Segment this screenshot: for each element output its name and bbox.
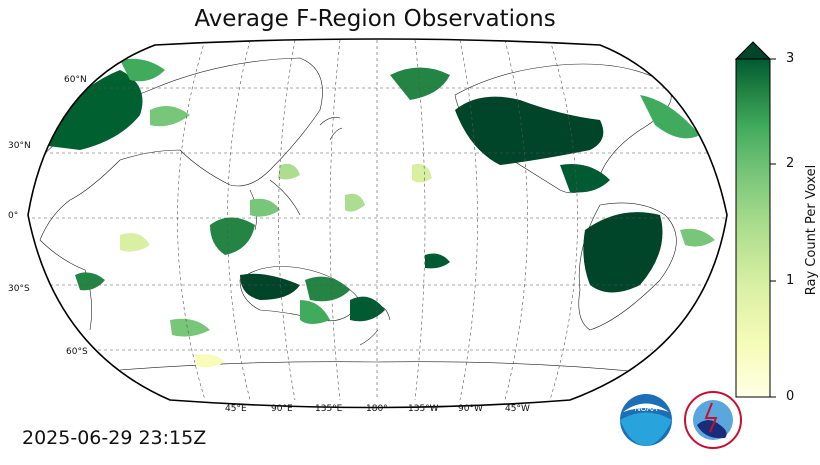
lon-label-45w: 45°W [505, 404, 530, 414]
map-title: Average F-Region Observations [194, 6, 556, 32]
lon-label-135w: 135°W [408, 404, 439, 414]
timestamp: 2025-06-29 23:15Z [22, 427, 207, 449]
lat-label-30s: 30°S [8, 284, 30, 294]
colorbar-tick-1: 1 [786, 273, 795, 288]
colorbar [734, 41, 776, 398]
colorbar-tick-2: 2 [786, 156, 795, 171]
lon-label-180: 180° [366, 404, 388, 414]
colorbar-tick-3: 3 [786, 51, 795, 66]
colorbar-label: Ray Count Per Voxel [804, 164, 819, 296]
lon-label-90w: 90°W [458, 404, 483, 414]
lat-label-60n: 60°N [64, 75, 87, 85]
nws-logo [684, 391, 742, 449]
globe-outline [27, 38, 728, 409]
lat-label-0: 0° [8, 211, 19, 221]
lon-label-135e: 135°E [315, 404, 343, 414]
lon-label-45e: 45°E [225, 404, 247, 414]
colorbar-tick-0: 0 [786, 389, 795, 404]
svg-text:NOAA: NOAA [635, 404, 658, 413]
data-patches [40, 58, 715, 368]
lat-label-30n: 30°N [8, 141, 31, 151]
lon-label-90e: 90°E [271, 404, 293, 414]
graticule [28, 39, 727, 401]
noaa-logo: NOAA [620, 394, 672, 446]
lat-label-60s: 60°S [66, 347, 88, 357]
